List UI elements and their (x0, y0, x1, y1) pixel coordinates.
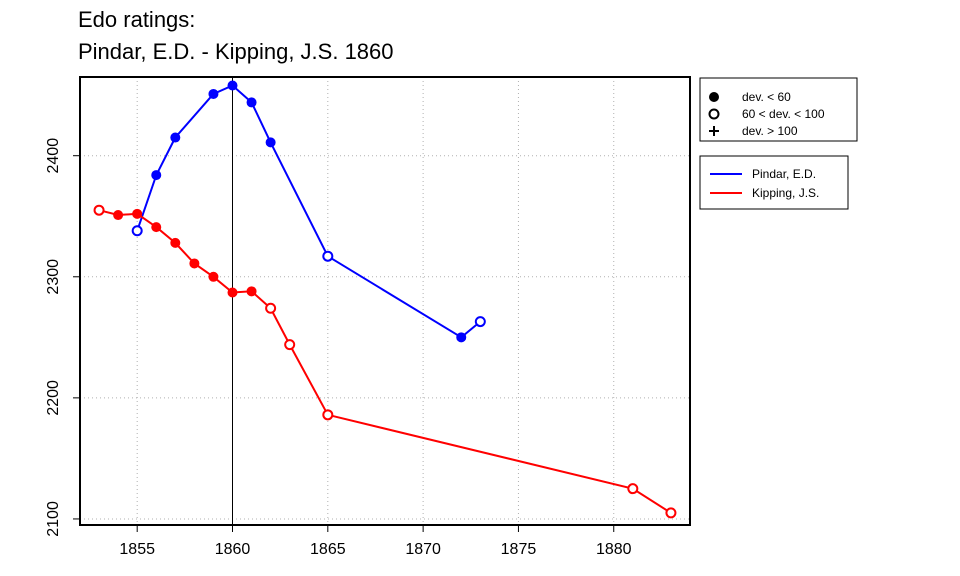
x-tick-label-1860: 1860 (215, 541, 251, 558)
data-point-1-1 (113, 210, 124, 221)
y-tick-label-2300: 2300 (45, 259, 62, 295)
data-point-1-12 (627, 483, 639, 495)
axis-layer: 1855 1860 1865 1870 1875 1880 2100 2200 2300 2400 (45, 76, 691, 558)
x-tick-label-1855: 1855 (119, 541, 155, 558)
x-tick-label-1875: 1875 (501, 541, 537, 558)
series-legend-label-1: Kipping, J.S. (752, 186, 819, 200)
x-tick-label-1870: 1870 (405, 541, 441, 558)
chart-title-line-1: Edo ratings: (78, 7, 196, 32)
series-line-0 (136, 84, 481, 339)
data-point-0-0 (131, 225, 143, 237)
data-point-1-11 (322, 409, 334, 421)
data-point-1-10 (284, 339, 296, 351)
data-point-0-5 (246, 97, 257, 108)
x-tick-label-1865: 1865 (310, 541, 346, 558)
grid-layer (80, 77, 690, 525)
data-point-0-8 (456, 332, 467, 343)
data-point-1-7 (227, 287, 238, 298)
marker-legend-label-0: dev. < 60 (742, 90, 791, 104)
data-point-1-0 (93, 204, 105, 216)
data-point-0-7 (322, 250, 334, 262)
data-point-0-4 (227, 80, 238, 91)
plot-frame (79, 76, 691, 526)
series-line-1 (98, 209, 672, 514)
data-point-0-6 (265, 137, 276, 148)
data-point-1-3 (151, 222, 162, 233)
marker-legend-label-1: 60 < dev. < 100 (742, 107, 825, 121)
marker-legend-box (699, 77, 858, 142)
y-tick-label-2200: 2200 (45, 380, 62, 416)
data-point-1-2 (132, 208, 143, 219)
data-point-0-3 (208, 88, 219, 99)
marker-legend-symbol-1 (708, 108, 720, 120)
chart-title-line-2: Pindar, E.D. - Kipping, J.S. 1860 (78, 39, 394, 64)
series-layer (93, 80, 677, 519)
marker-legend-symbol-0 (709, 92, 719, 102)
y-tick-label-2400: 2400 (45, 138, 62, 174)
series-legend-box (699, 155, 849, 210)
data-point-1-9 (265, 302, 277, 314)
y-tick-label-2100: 2100 (45, 501, 62, 537)
series-legend-label-0: Pindar, E.D. (752, 167, 816, 181)
marker-legend-symbol-2 (709, 126, 719, 136)
data-point-1-5 (189, 258, 200, 269)
data-point-0-1 (151, 170, 162, 181)
data-point-1-8 (246, 286, 257, 297)
data-point-1-6 (208, 271, 219, 282)
x-tick-label-1880: 1880 (596, 541, 632, 558)
marker-legend-label-2: dev. > 100 (742, 124, 798, 138)
data-point-0-2 (170, 132, 181, 143)
legend-layer: dev. < 60 60 < dev. < 100 dev. > 100 Pindar… (699, 77, 858, 210)
data-point-1-4 (170, 237, 181, 248)
data-point-1-13 (665, 507, 677, 519)
data-point-0-9 (474, 316, 486, 328)
